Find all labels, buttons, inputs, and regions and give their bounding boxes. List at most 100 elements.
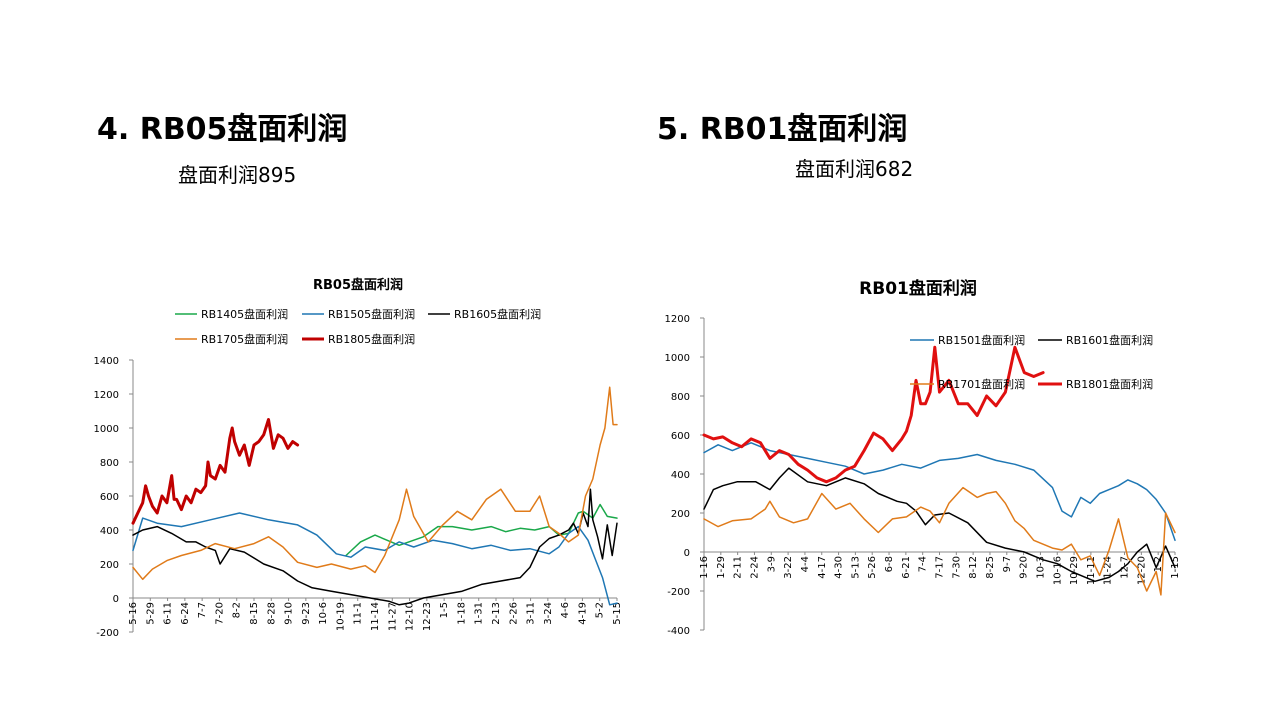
- section-heading-rb05: 4. RB05盘面利润: [97, 112, 348, 147]
- rb05-x-tick-label: 1-31: [474, 602, 485, 625]
- rb05-x-tick-label: 5-29: [145, 602, 156, 625]
- rb05-x-tick-label: 7-20: [214, 602, 225, 625]
- rb01-x-tick-label: 4-17: [817, 556, 828, 579]
- rb01-x-tick-label: 10-3: [1035, 556, 1046, 579]
- rb05-x-tick-label: 2-26: [508, 602, 519, 625]
- rb01-x-tick-label: 3-9: [766, 556, 777, 572]
- rb01-x-tick-label: 12-7: [1120, 556, 1131, 579]
- rb05-x-tick-label: 10-19: [335, 602, 346, 631]
- rb01-chart-title: RB01盘面利润: [859, 278, 977, 299]
- rb01-x-tick-label: 1-29: [716, 556, 727, 579]
- rb05-legend-label: RB1805盘面利润: [328, 332, 415, 346]
- rb05-x-tick-label: 8-15: [249, 602, 260, 625]
- rb05-y-tick-label: 1200: [94, 390, 119, 401]
- rb01-profit-subtitle: 盘面利润682: [795, 157, 914, 181]
- rb05-x-tick-label: 10-6: [318, 602, 329, 625]
- rb01-x-tick-label: 11-24: [1103, 556, 1114, 585]
- rb05-x-tick-label: 1-5: [439, 602, 450, 618]
- rb05-x-tick-label: 8-2: [232, 602, 243, 618]
- rb01-x-tick-label: 8-12: [968, 556, 979, 579]
- rb05-series-line-4: [132, 386, 618, 581]
- rb01-y-tick-label: -400: [667, 626, 690, 637]
- rb05-x-tick-label: 11-27: [387, 602, 398, 631]
- rb01-x-tick-label: 7-4: [918, 556, 929, 572]
- rb01-x-tick-label: 6-8: [884, 556, 895, 572]
- rb05-y-tick-label: 200: [100, 560, 119, 571]
- rb01-series-line-2: [703, 467, 1176, 583]
- rb01-x-tick-label: 5-13: [850, 556, 861, 579]
- rb05-x-tick-label: 8-28: [266, 602, 277, 625]
- rb05-x-tick-label: 2-13: [491, 602, 502, 625]
- rb01-x-tick-label: 1-16: [699, 556, 710, 579]
- rb05-chart-title: RB05盘面利润: [313, 277, 403, 293]
- rb01-series-line-4: [702, 345, 1045, 484]
- rb01-x-tick-label: 7-30: [951, 556, 962, 579]
- rb01-y-tick-label: 0: [684, 548, 690, 559]
- rb01-x-tick-label: 3-22: [783, 556, 794, 579]
- rb05-profit-subtitle: 盘面利润895: [178, 163, 297, 187]
- rb01-x-tick-label: 2-11: [733, 556, 744, 579]
- rb01-series-line-3: [703, 486, 1176, 596]
- rb05-x-tick-label: 4-6: [560, 602, 571, 618]
- rb05-y-tick-label: 800: [100, 458, 119, 469]
- rb01-y-tick-label: 600: [671, 431, 690, 442]
- rb01-x-tick-label: 5-26: [867, 556, 878, 579]
- rb05-x-tick-label: 4-19: [577, 602, 588, 625]
- rb05-legend-label: RB1705盘面利润: [201, 332, 288, 346]
- rb05-x-tick-label: 6-24: [180, 602, 191, 625]
- rb01-x-tick-label: 1-2: [1153, 556, 1164, 572]
- rb01-x-tick-label: 11-11: [1086, 556, 1097, 585]
- rb01-x-tick-label: 9-7: [1002, 556, 1013, 572]
- rb01-legend-label: RB1801盘面利润: [1066, 377, 1153, 391]
- rb01-legend-label: RB1701盘面利润: [938, 377, 1025, 391]
- rb05-x-tick-label: 3-11: [526, 602, 537, 625]
- rb05-y-tick-label: 400: [100, 526, 119, 537]
- rb01-y-tick-label: 1200: [665, 314, 690, 325]
- rb05-x-tick-label: 5-2: [595, 602, 606, 618]
- rb05-legend-label: RB1605盘面利润: [454, 307, 541, 321]
- rb05-legend-label: RB1405盘面利润: [201, 307, 288, 321]
- rb01-y-tick-label: 800: [671, 392, 690, 403]
- rb05-y-tick-label: 1400: [94, 356, 119, 367]
- rb01-x-tick-label: 2-24: [749, 556, 760, 579]
- rb05-x-tick-label: 9-10: [284, 602, 295, 625]
- rb05-y-tick-label: 0: [113, 594, 119, 605]
- rb05-x-tick-label: 11-14: [370, 602, 381, 631]
- rb05-legend-label: RB1505盘面利润: [328, 307, 415, 321]
- rb01-x-tick-label: 12-20: [1136, 556, 1147, 585]
- rb01-x-tick-label: 6-21: [901, 556, 912, 579]
- rb01-y-tick-label: 400: [671, 470, 690, 481]
- rb05-x-tick-label: 1-18: [456, 602, 467, 625]
- rb05-series-line-1: [345, 503, 618, 557]
- rb01-x-tick-label: 10-16: [1052, 556, 1063, 585]
- rb01-x-tick-label: 8-25: [985, 556, 996, 579]
- section-heading-rb01: 5. RB01盘面利润: [657, 112, 908, 147]
- rb05-x-tick-label: 12-10: [405, 602, 416, 631]
- rb05-x-tick-label: 6-11: [163, 602, 174, 625]
- rb05-x-tick-label: 5-15: [612, 602, 623, 625]
- rb05-series-line-3: [132, 488, 618, 606]
- rb05-x-tick-label: 11-1: [353, 602, 364, 625]
- rb05-y-tick-label: 1000: [94, 424, 119, 435]
- rb01-y-tick-label: -200: [667, 587, 690, 598]
- rb05-x-tick-label: 12-23: [422, 602, 433, 631]
- rb05-x-tick-label: 9-23: [301, 602, 312, 625]
- rb01-x-tick-label: 4-30: [834, 556, 845, 579]
- rb05-x-tick-label: 3-24: [543, 602, 554, 625]
- rb05-y-tick-label: 600: [100, 492, 119, 503]
- rb01-legend-label: RB1601盘面利润: [1066, 333, 1153, 347]
- rb01-x-tick-label: 9-20: [1019, 556, 1030, 579]
- rb05-series-line-5: [131, 418, 300, 525]
- rb01-legend-label: RB1501盘面利润: [938, 333, 1025, 347]
- rb05-x-tick-label: 7-7: [197, 602, 208, 618]
- rb05-x-tick-label: 5-16: [128, 602, 139, 625]
- rb01-y-tick-label: 1000: [665, 353, 690, 364]
- rb01-x-tick-label: 10-29: [1069, 556, 1080, 585]
- rb01-x-tick-label: 4-4: [800, 556, 811, 572]
- rb01-y-tick-label: 200: [671, 509, 690, 520]
- rb01-x-tick-label: 7-17: [935, 556, 946, 579]
- rb05-y-tick-label: -200: [96, 628, 119, 639]
- rb01-series-line-1: [703, 442, 1176, 542]
